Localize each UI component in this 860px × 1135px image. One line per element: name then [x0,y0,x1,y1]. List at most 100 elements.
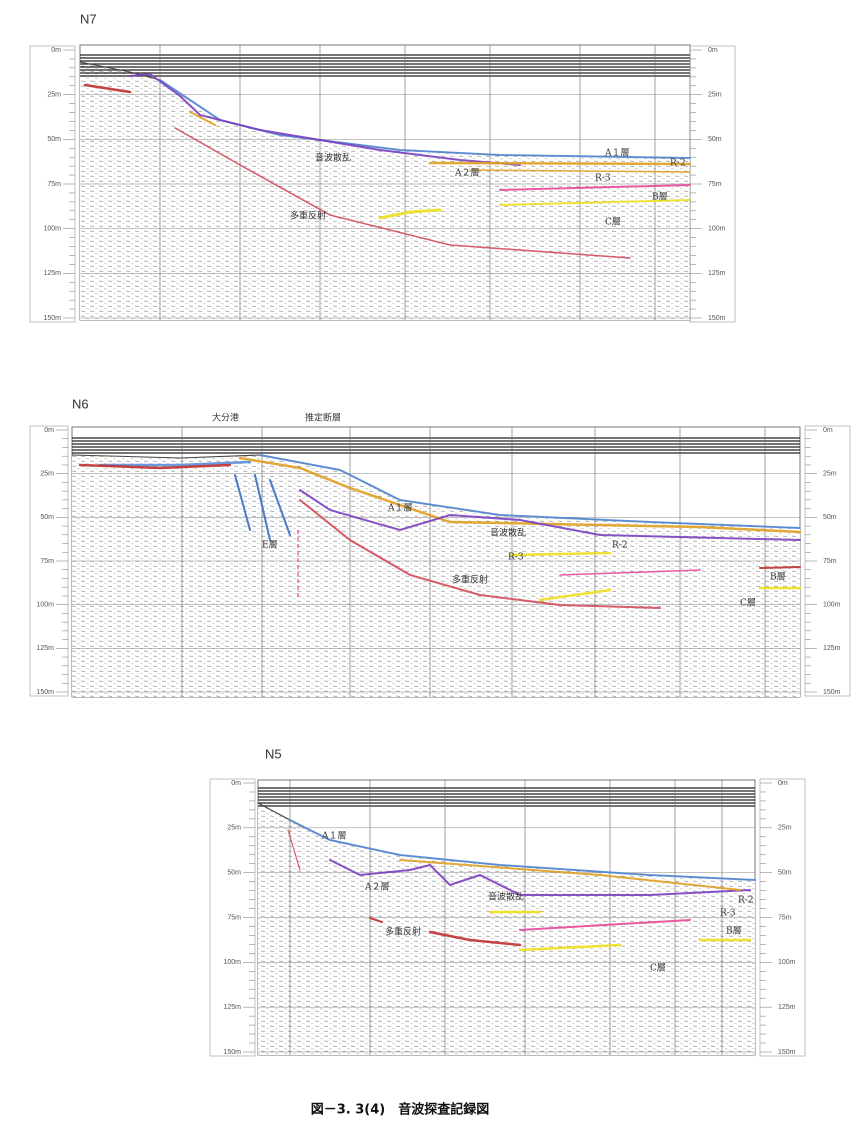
scale-label: 100m [823,602,841,609]
horizon [428,161,692,166]
scale-label: 0m [44,427,54,434]
layer-annotation: R-2 [670,159,686,169]
horizon [508,551,612,557]
layer-annotation: C層 [605,217,621,228]
horizon [269,479,291,536]
layer-annotation: 多重反射 [290,210,326,222]
scale-label: 100m [43,226,61,233]
scale-label: 150m [43,315,61,322]
scale-label: 125m [43,270,61,277]
horizon [499,184,691,191]
scale-label: 0m [823,427,833,434]
horizon [234,474,251,531]
horizon [259,454,801,529]
horizon [83,83,132,94]
layer-annotation: C層 [740,598,756,609]
layer-annotation: A１層 [387,503,413,514]
scale-label: 50m [227,870,241,877]
horizon [299,489,801,541]
scale-label: 125m [36,645,54,652]
scale-label: 0m [778,780,788,787]
horizon [287,829,301,871]
caption: 図－3. 3(4) 音波探査記録図 [311,1102,489,1118]
horizon [378,208,442,220]
scale-label: 25m [40,471,54,478]
scale-label: 25m [227,825,241,832]
scale-label: 25m [778,825,792,832]
layer-annotation: R-3 [720,909,736,919]
scale-label: 100m [778,959,796,966]
layer-annotation: A２層 [364,882,390,893]
horizon [78,463,232,470]
horizon [369,917,383,923]
scale-label: 125m [708,270,726,277]
horizon [428,930,522,947]
scale-label: 50m [40,514,54,521]
horizon [129,72,521,166]
layer-annotation: B層 [652,192,668,203]
layer-annotation: R-3 [508,553,524,563]
sediment [80,62,690,320]
scale-label: 75m [708,181,722,188]
layer-annotation: 音波散乱 [490,527,526,539]
scale-label: 150m [823,689,841,696]
scale-label: 125m [778,1004,796,1011]
horizon [189,111,216,126]
scale-label: 75m [47,181,61,188]
scale-label: 75m [778,914,792,921]
layer-annotation: C層 [650,963,666,974]
horizon [289,819,756,881]
scale-label: 150m [708,315,726,322]
horizon [329,859,751,896]
layer-annotation: R-2 [738,896,754,906]
panel-label: N6 [72,396,89,411]
scale-label: 25m [823,471,837,478]
scale-label: 75m [823,558,837,565]
horizon [159,79,691,159]
scale-label: 50m [823,514,837,521]
scale-label: 0m [231,780,241,787]
scale-label: 50m [47,136,61,143]
scale-label: 125m [223,1004,241,1011]
scale-label: 100m [36,602,54,609]
horizon [499,199,691,206]
scale-label: 100m [708,226,726,233]
layer-annotation: 音波散乱 [488,891,524,903]
horizon [238,456,802,534]
horizon [254,474,271,541]
layer-annotation: B層 [726,926,742,937]
layer-annotation: A１層 [321,831,347,842]
panel-label: N5 [265,746,282,761]
horizon [538,588,612,602]
horizon [98,460,252,467]
horizon [469,169,691,173]
scale-label: 50m [778,870,792,877]
layer-annotation: B層 [770,572,786,583]
horizon [174,127,631,259]
layer-annotation: 多重反射 [452,574,488,586]
horizon [299,499,661,609]
horizon [559,569,701,576]
scale-label: 0m [51,47,61,54]
layer-annotation: 音波散乱 [315,152,351,164]
layer-annotation: A２層 [454,168,480,179]
layer-annotation: E層 [262,540,278,551]
layer-annotation: 大分港 [212,412,239,424]
scale-label: 100m [223,959,241,966]
scale-label: 125m [823,645,841,652]
horizon [518,943,622,952]
sediment [72,455,800,697]
scale-label: 25m [708,92,722,99]
scale-label: 150m [36,689,54,696]
scale-label: 150m [223,1049,241,1056]
horizon [519,919,691,931]
layer-annotation: R-2 [612,541,628,551]
layer-annotation: 多重反射 [385,926,421,938]
layer-annotation: A１層 [604,148,630,159]
horizon [399,859,741,891]
scale-label: 150m [778,1049,796,1056]
scale-label: 25m [47,92,61,99]
panel-label: N7 [80,11,97,26]
scale-label: 0m [708,47,718,54]
sediment [258,803,755,1055]
